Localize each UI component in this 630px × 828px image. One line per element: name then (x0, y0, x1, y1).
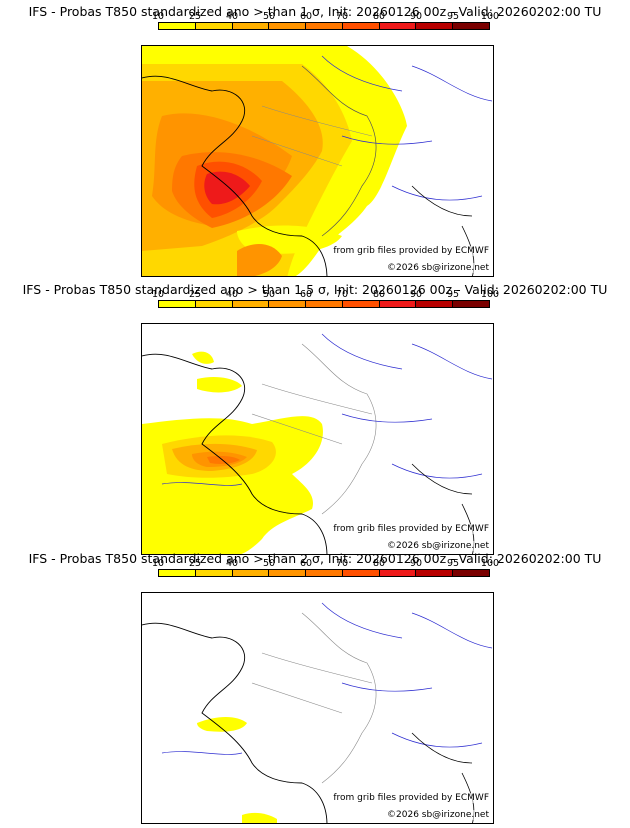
scale-tick: 10 (151, 558, 165, 569)
prob-area-60 (207, 456, 240, 464)
scale-tick: 95 (446, 11, 460, 22)
scale-tick: 70 (335, 289, 349, 300)
map-frame: from grib files provided by ECMWF ©2026 … (141, 45, 494, 277)
probability-map (142, 602, 493, 823)
color-bin (269, 301, 307, 307)
country-border (251, 612, 377, 784)
color-bin (453, 301, 490, 307)
color-bin (379, 23, 417, 29)
color-bin (342, 23, 380, 29)
scale-tick: 70 (335, 558, 349, 569)
scale-tick: 10 (151, 11, 165, 22)
color-bin (379, 570, 417, 576)
scale-tick: 25 (188, 558, 202, 569)
panel-title: IFS - Probas T850 standardized ano > tha… (22, 282, 608, 297)
scale-tick: 90 (409, 11, 423, 22)
coastline (142, 353, 328, 554)
color-bin (342, 570, 380, 576)
copyright-credit: ©2026 sb@irizone.net (387, 541, 489, 551)
country-border (251, 343, 377, 515)
prob-area-50-south (237, 244, 282, 276)
scale-tick: 90 (409, 558, 423, 569)
color-bin (159, 23, 196, 29)
coastline (142, 75, 328, 276)
river (161, 333, 493, 486)
panel-2-sigma: IFS - Probas T850 standardized ano > tha… (0, 547, 630, 824)
scale-tick: 40 (225, 558, 239, 569)
scale-tick: 70 (335, 11, 349, 22)
color-scale-legend: 10 25 40 50 60 70 80 90 95 100 (152, 11, 499, 32)
color-bin (306, 570, 343, 576)
color-bin (379, 301, 417, 307)
color-bin (416, 570, 454, 576)
scale-tick: 80 (372, 289, 386, 300)
scale-tick: 80 (372, 558, 386, 569)
scale-tick: 10 (151, 289, 165, 300)
prob-area-10 (197, 717, 247, 732)
color-bin (232, 23, 270, 29)
color-bin (453, 570, 490, 576)
scale-tick: 80 (372, 11, 386, 22)
color-scale-legend: 10 25 40 50 60 70 80 90 95 100 (152, 558, 499, 579)
scale-tick: 40 (225, 11, 239, 22)
river (161, 602, 493, 755)
scale-tick: 25 (188, 289, 202, 300)
country-border (251, 105, 373, 167)
color-bin (342, 301, 380, 307)
color-bin (159, 570, 196, 576)
prob-area-10-south (242, 812, 277, 823)
river (321, 55, 493, 201)
color-bar (158, 22, 490, 30)
scale-tick: 95 (446, 289, 460, 300)
color-bin (195, 570, 233, 576)
probability-map (142, 46, 493, 276)
scale-tick: 100 (480, 11, 500, 22)
color-bin (232, 301, 270, 307)
prob-area-10-north (192, 351, 242, 393)
panel-title: IFS - Probas T850 standardized ano > tha… (28, 551, 602, 566)
color-bin (195, 301, 233, 307)
color-bin (416, 23, 454, 29)
scale-tick: 25 (188, 11, 202, 22)
color-bar (158, 300, 490, 308)
color-bin (306, 301, 343, 307)
color-bar (158, 569, 490, 577)
scale-tick: 100 (480, 289, 500, 300)
scale-tick: 60 (299, 558, 313, 569)
country-border (301, 65, 377, 237)
color-bin (195, 23, 233, 29)
scale-tick: 40 (225, 289, 239, 300)
panel-title: IFS - Probas T850 standardized ano > tha… (28, 4, 602, 19)
copyright-credit: ©2026 sb@irizone.net (387, 810, 489, 820)
data-source-credit: from grib files provided by ECMWF (333, 246, 489, 256)
copyright-credit: ©2026 sb@irizone.net (387, 263, 489, 273)
color-bin (232, 570, 270, 576)
panel-1-5-sigma: IFS - Probas T850 standardized ano > tha… (0, 278, 630, 555)
scale-tick: 50 (262, 558, 276, 569)
data-source-credit: from grib files provided by ECMWF (333, 793, 489, 803)
data-source-credit: from grib files provided by ECMWF (333, 524, 489, 534)
color-bin (269, 23, 307, 29)
probability-map (142, 333, 493, 554)
scale-tick: 60 (299, 11, 313, 22)
coastline (142, 622, 328, 823)
color-bin (416, 301, 454, 307)
scale-tick: 100 (480, 558, 500, 569)
panel-1-sigma: IFS - Probas T850 standardized ano > tha… (0, 0, 630, 277)
scale-tick: 95 (446, 558, 460, 569)
map-frame: from grib files provided by ECMWF ©2026 … (141, 323, 494, 555)
color-bin (306, 23, 343, 29)
scale-tick: 60 (299, 289, 313, 300)
color-scale-legend: 10 25 40 50 60 70 80 90 95 100 (152, 289, 499, 310)
color-bin (159, 301, 196, 307)
color-bin (269, 570, 307, 576)
prob-area-80 (204, 171, 250, 205)
scale-tick: 90 (409, 289, 423, 300)
map-frame: from grib files provided by ECMWF ©2026 … (141, 592, 494, 824)
scale-tick: 50 (262, 289, 276, 300)
color-bin (453, 23, 490, 29)
scale-tick: 50 (262, 11, 276, 22)
